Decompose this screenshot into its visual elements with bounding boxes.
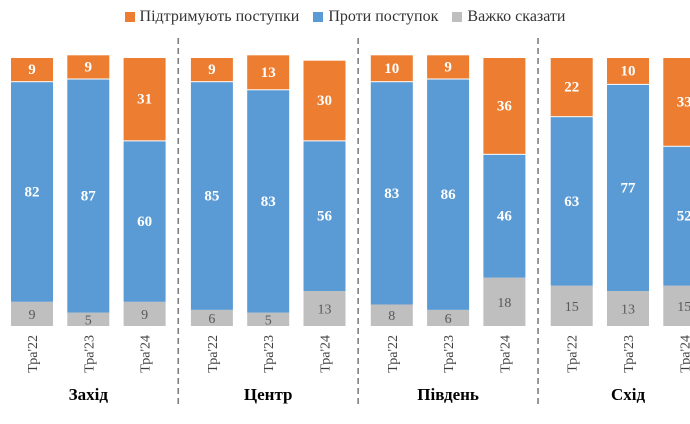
legend-item-hard: Важко сказати	[452, 8, 565, 26]
data-label-hard-7: 6	[445, 312, 452, 327]
data-label-hard-0: 9	[29, 308, 36, 323]
legend-item-against: Проти поступок	[313, 8, 438, 26]
data-label-hard-1: 5	[85, 313, 92, 328]
x-tick-label-6: Тра'22	[386, 335, 401, 373]
bar-against-0	[11, 82, 53, 302]
bar-support-7	[427, 55, 470, 79]
bar-hard-4	[247, 312, 290, 326]
bar-against-7	[427, 79, 470, 310]
group-label-0: Захід	[69, 385, 109, 404]
data-label-support-6: 10	[384, 61, 399, 77]
data-label-support-1: 9	[85, 59, 93, 75]
x-tick-label-9: Тра'22	[566, 335, 581, 373]
bar-hard-7	[427, 309, 470, 326]
data-label-support-8: 36	[497, 98, 513, 114]
data-label-support-9: 22	[564, 80, 579, 96]
bar-support-1	[67, 55, 110, 79]
x-tick-label-8: Тра'24	[498, 335, 513, 373]
bar-hard-11	[663, 285, 690, 326]
group-label-1: Центр	[244, 385, 293, 404]
data-label-hard-10: 13	[621, 303, 635, 318]
bar-support-4	[247, 55, 290, 90]
data-label-support-11: 33	[677, 94, 690, 110]
bar-support-3	[190, 58, 233, 82]
bar-hard-2	[123, 301, 166, 326]
x-tick-label-7: Тра'23	[442, 335, 457, 373]
bar-hard-0	[11, 301, 53, 326]
x-tick-label-2: Тра'24	[139, 335, 154, 373]
data-label-support-0: 9	[28, 62, 36, 78]
data-label-support-3: 9	[208, 62, 216, 78]
group-label-3: Схід	[611, 385, 646, 404]
data-label-against-10: 77	[621, 180, 637, 196]
bar-support-10	[607, 58, 649, 84]
data-label-against-9: 63	[564, 194, 579, 210]
data-label-hard-6: 8	[388, 309, 395, 324]
bar-against-5	[303, 141, 346, 292]
data-label-support-5: 30	[317, 93, 332, 109]
data-label-hard-9: 15	[565, 300, 579, 315]
bar-support-9	[550, 58, 593, 117]
x-tick-label-4: Тра'23	[262, 335, 277, 373]
data-label-against-11: 52	[677, 209, 690, 225]
x-tick-label-10: Тра'23	[622, 335, 637, 373]
data-label-support-7: 9	[444, 59, 452, 75]
data-label-hard-8: 18	[497, 296, 511, 311]
data-label-against-3: 85	[204, 189, 219, 205]
data-label-hard-5: 13	[318, 303, 332, 318]
bar-support-11	[663, 58, 690, 146]
bar-hard-5	[303, 291, 346, 326]
bar-against-6	[370, 82, 413, 305]
x-tick-label-0: Тра'22	[26, 335, 41, 373]
bar-hard-9	[550, 285, 593, 326]
legend-item-support: Підтримують поступки	[124, 8, 300, 26]
bar-support-0	[11, 58, 53, 82]
chart-legend: Підтримують поступки Проти поступок Важк…	[0, 8, 690, 26]
data-label-support-10: 10	[621, 63, 636, 79]
data-label-against-8: 46	[497, 209, 513, 225]
bar-support-2	[123, 58, 166, 141]
x-tick-label-1: Тра'23	[82, 335, 97, 373]
data-label-hard-11: 15	[677, 300, 690, 315]
legend-label-against: Проти поступок	[328, 8, 439, 25]
data-label-against-2: 60	[137, 214, 152, 230]
data-label-hard-2: 9	[141, 308, 148, 323]
x-tick-label-5: Тра'24	[319, 335, 334, 373]
data-label-against-4: 83	[261, 194, 276, 210]
data-label-support-4: 13	[261, 65, 276, 81]
bar-against-10	[607, 84, 649, 292]
bar-hard-6	[370, 304, 413, 326]
data-label-against-5: 56	[317, 209, 333, 225]
bar-against-8	[483, 154, 526, 278]
data-label-support-2: 31	[137, 92, 152, 108]
bar-hard-10	[607, 291, 649, 326]
legend-label-support: Підтримують поступки	[139, 8, 300, 25]
bar-hard-8	[483, 277, 526, 326]
legend-swatch-support	[124, 12, 135, 22]
x-tick-label-11: Тра'24	[678, 335, 690, 373]
bar-hard-3	[190, 309, 233, 326]
data-label-against-1: 87	[81, 189, 97, 205]
bar-against-11	[663, 146, 690, 286]
bar-support-8	[483, 58, 526, 154]
bar-against-9	[550, 117, 593, 286]
legend-swatch-against	[313, 12, 324, 22]
data-label-against-7: 86	[441, 187, 457, 203]
bar-support-6	[370, 55, 413, 82]
bar-against-4	[247, 90, 290, 313]
bar-support-5	[303, 60, 346, 141]
bar-against-3	[190, 82, 233, 310]
bar-against-2	[123, 141, 166, 302]
bar-hard-1	[67, 312, 110, 326]
data-label-against-0: 82	[25, 185, 40, 201]
legend-label-hard: Важко сказати	[467, 8, 566, 25]
data-label-against-6: 83	[384, 186, 399, 202]
bar-against-1	[67, 79, 110, 313]
data-label-hard-4: 5	[265, 313, 272, 328]
x-tick-label-3: Тра'22	[206, 335, 221, 373]
data-label-hard-3: 6	[208, 312, 215, 327]
legend-swatch-hard	[452, 12, 463, 22]
group-label-2: Південь	[417, 385, 479, 404]
